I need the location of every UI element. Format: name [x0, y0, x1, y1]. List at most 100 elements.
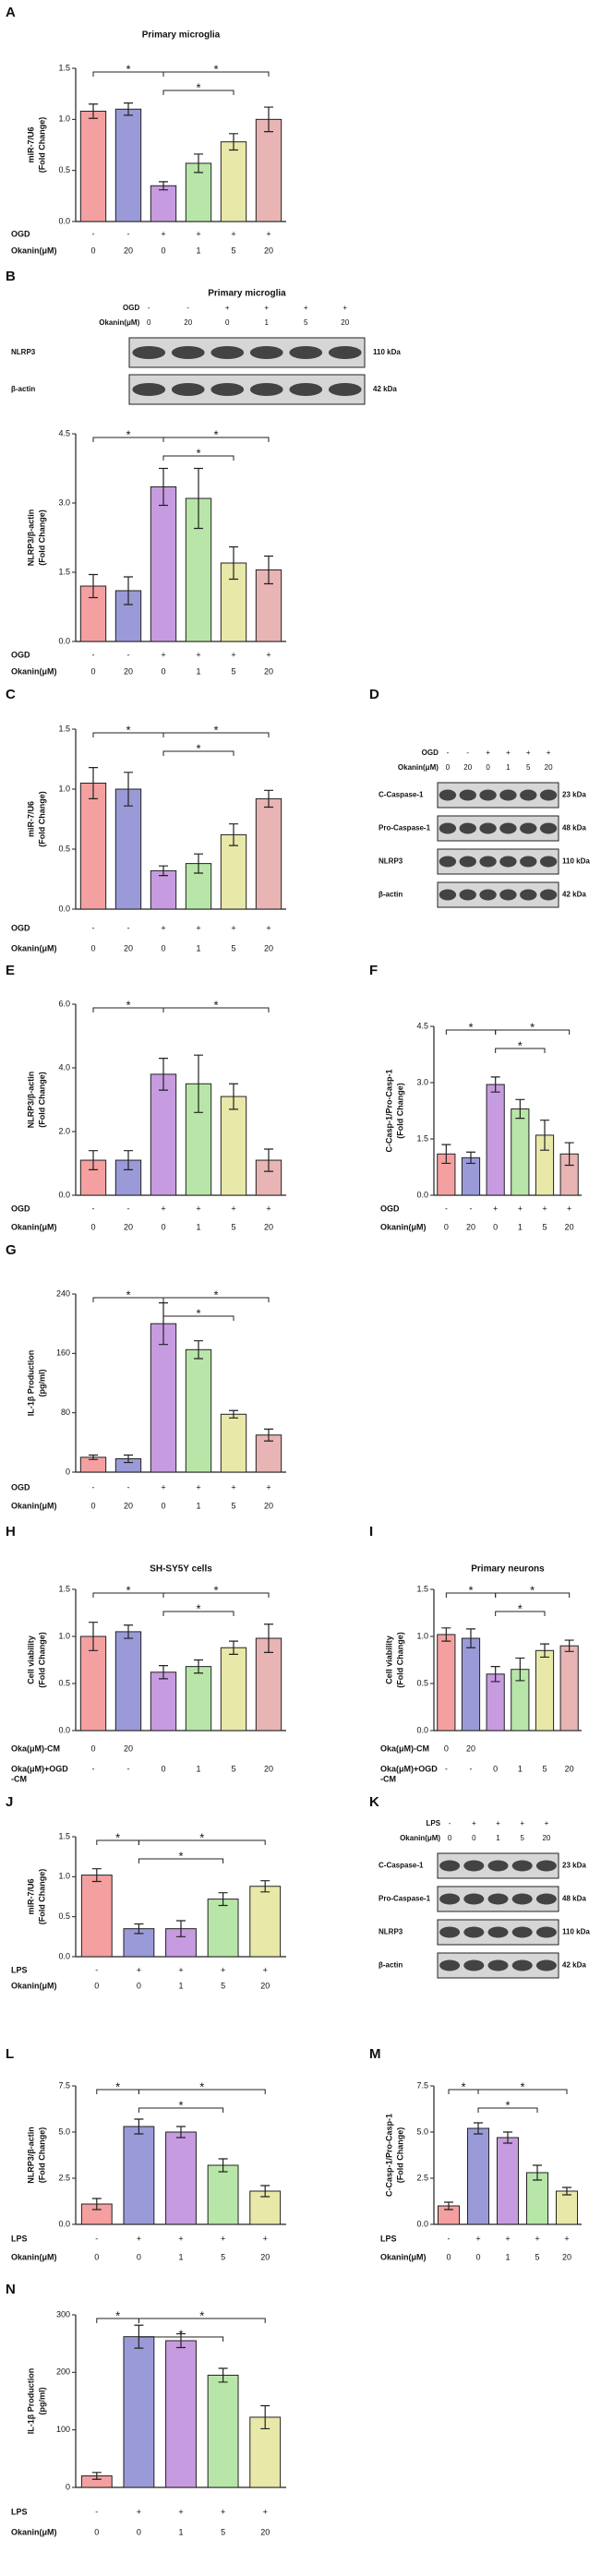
row-value: 1: [196, 1764, 200, 1773]
significance-label: *: [213, 62, 218, 76]
blot-band: [439, 1959, 461, 1971]
y-tick-label: 0.5: [58, 165, 70, 174]
lane-label: 0: [225, 318, 230, 327]
row-value: 1: [178, 2527, 183, 2536]
row-value: +: [542, 1204, 547, 1213]
blot-strip: [437, 815, 559, 842]
bar: [185, 1666, 212, 1731]
row-label: OGD: [11, 1204, 30, 1213]
row-label: OGD: [123, 304, 139, 312]
bar: [114, 108, 142, 222]
y-tick-label: 0.5: [58, 1911, 70, 1921]
error-bar: [264, 555, 273, 585]
row-label: OGD: [11, 229, 30, 238]
row-value: 0: [94, 1981, 99, 1990]
row-label: Oka(μM)+OGD: [11, 1764, 68, 1773]
lane-label: 0: [486, 763, 490, 772]
blot-band: [439, 1860, 461, 1872]
row-label: Oka(μM)-CM: [380, 1743, 429, 1753]
row-value: -: [470, 1764, 473, 1773]
lane-label: 0: [147, 318, 151, 327]
bar: [79, 585, 107, 642]
y-tick-label: 0.0: [58, 216, 70, 225]
y-tick-label: 0.5: [58, 844, 70, 853]
error-bar: [124, 772, 133, 807]
row-value: +: [221, 2234, 225, 2243]
panel-letter: K: [369, 1794, 379, 1810]
blot-band: [463, 1893, 485, 1905]
y-tick-label: 200: [56, 2367, 70, 2377]
lane-label: 20: [545, 763, 553, 772]
row-value: 1: [196, 666, 200, 676]
band-name: β-actin: [11, 385, 35, 393]
row-label: -CM: [11, 1774, 27, 1783]
error-bar: [515, 1098, 525, 1120]
y-tick-label: 0.0: [58, 1951, 70, 1960]
error-bar: [159, 467, 168, 507]
significance-label: *: [518, 1601, 523, 1615]
row-value: -: [95, 1965, 98, 1974]
row-label: LPS: [11, 1965, 28, 1974]
y-tick-label: 5.0: [416, 2127, 428, 2136]
row-value: 1: [196, 246, 200, 255]
blot-band: [289, 382, 323, 397]
row-value: 0: [90, 943, 95, 953]
y-tick-label: 1.5: [416, 1133, 428, 1143]
row-value: 1: [196, 1501, 200, 1510]
blot-band: [499, 822, 517, 834]
y-tick-label: 1.0: [58, 1872, 70, 1881]
blot-band: [520, 789, 537, 801]
row-label: Oka(μM)-CM: [11, 1743, 60, 1753]
error-bar: [124, 102, 133, 116]
lane-label: 20: [542, 1834, 550, 1842]
bar: [114, 1631, 142, 1731]
bar: [79, 783, 107, 910]
error-bar: [134, 1923, 144, 1935]
row-label: Okanin(μM): [11, 2527, 57, 2536]
row-value: -: [448, 2234, 451, 2243]
row-value: +: [196, 1482, 200, 1492]
bar: [150, 869, 177, 910]
y-tick-label: 0: [66, 2482, 70, 2491]
bar: [207, 2164, 239, 2225]
significance-label: *: [199, 2308, 204, 2322]
bar: [207, 1899, 239, 1958]
error-bar: [159, 1058, 168, 1091]
row-value: +: [266, 923, 270, 932]
row-value: 0: [446, 2252, 451, 2261]
error-bar: [194, 467, 203, 530]
row-label: OGD: [11, 650, 30, 659]
lane-label: -: [148, 304, 150, 312]
blot-strip: [437, 782, 559, 809]
significance-bracket: [162, 1315, 234, 1321]
y-tick-label: 160: [56, 1348, 70, 1358]
band-name: β-actin: [379, 1961, 403, 1970]
significance-bracket: [477, 2089, 568, 2094]
chart-title: Primary neurons: [471, 1564, 545, 1575]
blot-band: [171, 345, 205, 360]
row-label: Okanin(μM): [11, 1981, 57, 1990]
y-axis-label: (Fold Change): [395, 1632, 404, 1688]
error-bar: [176, 2332, 186, 2349]
row-label: Okanin(μM): [11, 666, 57, 676]
error-bar: [260, 2185, 270, 2198]
y-tick-label: 2.0: [58, 1126, 70, 1135]
error-bar: [176, 1920, 186, 1937]
row-value: 5: [231, 1222, 235, 1231]
y-tick-label: 0.0: [416, 1190, 428, 1199]
error-bar: [490, 1666, 500, 1683]
significance-bracket: [138, 2089, 266, 2094]
error-bar: [540, 1643, 549, 1659]
bar: [165, 2340, 197, 2488]
blot-band: [535, 1926, 557, 1938]
error-bar: [159, 181, 168, 191]
blot-band: [463, 1860, 485, 1872]
significance-label: *: [505, 2098, 510, 2112]
row-value: 20: [124, 943, 133, 953]
blot-band: [479, 789, 497, 801]
row-value: +: [196, 229, 200, 238]
bar: [486, 1673, 505, 1731]
row-value: 0: [90, 666, 95, 676]
blot-band: [439, 1926, 461, 1938]
significance-label: *: [126, 62, 130, 76]
